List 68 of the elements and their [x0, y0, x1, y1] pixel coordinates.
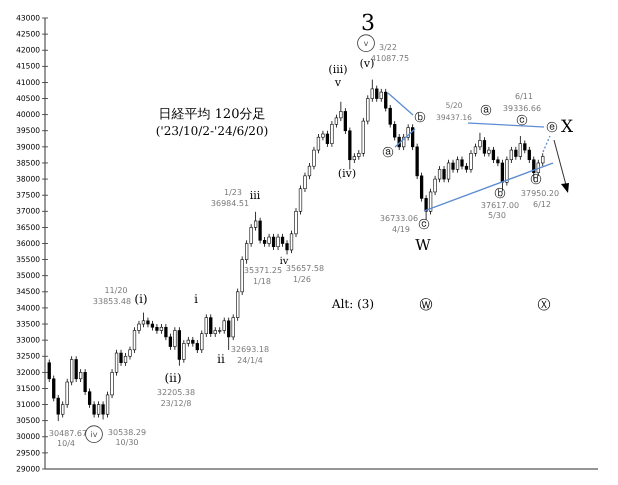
candlestick: [460, 156, 464, 170]
annotation: 6/12: [533, 200, 551, 209]
annotation: 37617.00: [480, 201, 520, 210]
annotation: 10/4: [57, 439, 75, 448]
text: ('23/10/2-'24/6/20): [156, 124, 268, 138]
candlestick: [150, 320, 154, 331]
annotation: 35657.58: [286, 264, 324, 273]
annotation: 36733.06: [380, 214, 418, 223]
annotation: 3/22: [379, 43, 397, 52]
annotation: Alt: (3): [330, 297, 374, 311]
candlestick: [446, 159, 450, 183]
annotation: iv: [280, 256, 289, 267]
candlestick: [142, 312, 146, 328]
annotation: 1/18: [253, 277, 271, 286]
text: X: [560, 117, 574, 137]
annotation: (ii): [164, 371, 182, 385]
annotation: iii: [250, 189, 261, 202]
annotation: 11/20: [104, 286, 128, 295]
candlestick: [442, 166, 446, 183]
annotation: 32693.18: [230, 345, 270, 354]
annotation: i: [194, 292, 198, 306]
annotation: (i): [134, 292, 148, 306]
text: ⓔ: [546, 121, 558, 134]
annotation: 3: [361, 11, 375, 36]
candlestick: [469, 150, 473, 174]
annotation: 23/12/8: [160, 399, 192, 408]
annotation: Ⓦ: [420, 298, 432, 313]
annotation: 39336.66: [502, 104, 542, 113]
annotation: 1/26: [293, 275, 311, 284]
annotation: ⓒ: [516, 114, 528, 127]
annotation: 6/11: [515, 92, 533, 101]
candlestick: [456, 156, 460, 174]
candlestick: [280, 233, 284, 248]
annotation: 36984.51: [210, 199, 250, 208]
annotation: 37950.20: [520, 189, 560, 198]
annotation: 33853.48: [92, 297, 132, 306]
annotation: 1/23: [224, 188, 242, 197]
candlestick: [478, 132, 482, 150]
annotation: W: [415, 236, 432, 254]
annotation: ⓑ: [414, 111, 426, 124]
annotation: ⓐ: [480, 104, 492, 117]
annotation: 10/30: [115, 438, 139, 447]
annotation: (iii): [328, 63, 348, 76]
annotation: ⓑ: [494, 187, 506, 200]
candlestick: [482, 136, 486, 157]
annotation: 32205.38: [156, 388, 196, 397]
candlestick: [132, 326, 136, 354]
candlestick: [272, 233, 276, 250]
annotation: v: [334, 76, 342, 89]
annotation: 41087.75: [370, 54, 410, 63]
annotation: 35371.25: [244, 266, 282, 275]
candlestick: [146, 317, 150, 328]
candlestick: [276, 233, 280, 250]
annotation: 30538.29: [108, 428, 146, 437]
annotation: ⓒ: [418, 218, 430, 231]
text: 日経平均 120分足: [158, 107, 266, 122]
annotation: (iv): [338, 167, 356, 180]
candlestick: [155, 324, 159, 334]
candlestick: [267, 233, 271, 248]
annotation: 24/1/4: [237, 356, 263, 365]
annotation: Ⓧ: [538, 298, 550, 313]
annotation: ii: [217, 352, 225, 366]
annotation: ⓐ: [382, 146, 394, 159]
annotation: 5/30: [488, 211, 506, 220]
annotation: v: [364, 39, 369, 48]
annotation: 4/19: [392, 225, 410, 234]
annotation: iv: [90, 430, 98, 439]
candlestick: [124, 352, 128, 366]
